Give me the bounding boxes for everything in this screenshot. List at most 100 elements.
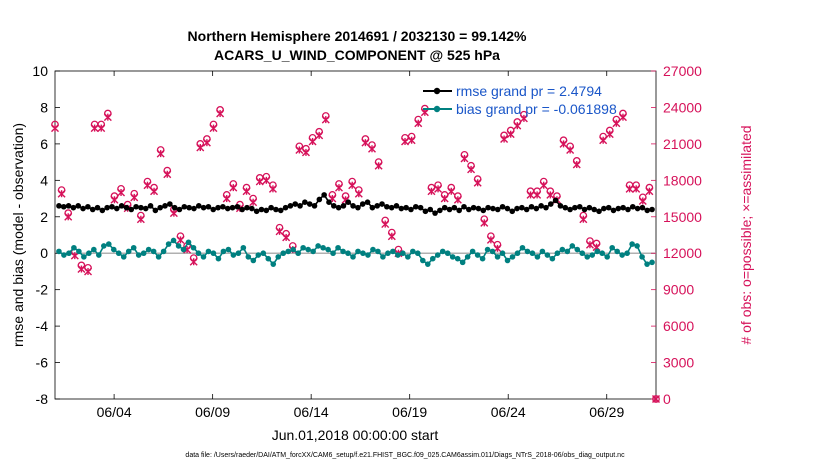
rmse-point (133, 203, 139, 210)
y-axis-label-left: rmse and bias (model - observation) (10, 123, 26, 347)
right-tick-label: 21000 (663, 136, 702, 152)
bias-point (270, 261, 277, 267)
rmse-point (634, 205, 641, 212)
bias-point (599, 250, 606, 257)
bias-point (300, 244, 306, 251)
rmse-point (94, 204, 101, 211)
rmse-point (586, 204, 593, 211)
obs-assimilated-marker (84, 267, 93, 276)
bias-point (315, 243, 321, 249)
bias-point (61, 252, 67, 258)
rmse-point (629, 203, 636, 210)
rmse-point (581, 206, 588, 213)
left-tick-label: 2 (40, 209, 48, 225)
obs-assimilated-marker (440, 194, 449, 203)
obs-assimilated-marker (189, 257, 198, 266)
bias-point (220, 248, 227, 255)
bias-point (554, 250, 561, 257)
rmse-point (229, 204, 236, 211)
obs-assimilated-marker (638, 196, 647, 205)
bias-point (295, 250, 301, 257)
obs-assimilated-marker (467, 165, 476, 174)
bias-point (305, 246, 311, 253)
rmse-point (114, 205, 120, 212)
bias-point (235, 250, 242, 257)
obs-assimilated-marker (249, 198, 258, 207)
bias-point (120, 254, 127, 260)
obs-assimilated-marker (546, 190, 555, 199)
obs-assimilated-marker (500, 135, 509, 144)
rmse-point (239, 206, 245, 213)
rmse-point (292, 201, 299, 207)
rmse-point (99, 207, 106, 214)
bias-point (81, 254, 87, 260)
bias-point (225, 246, 232, 253)
rmse-point (191, 205, 197, 212)
bias-point (215, 255, 222, 262)
bias-point (210, 250, 217, 257)
bias-point (644, 261, 650, 267)
legend-bias-marker (433, 105, 441, 113)
bias-point (370, 246, 376, 253)
rmse-point (176, 206, 183, 213)
rmse-point (287, 203, 294, 209)
rmse-point (147, 203, 154, 209)
bias-point (185, 239, 192, 246)
rmse-point (263, 207, 270, 214)
bias-point (629, 241, 635, 247)
plot-area (54, 70, 657, 400)
rmse-point (359, 201, 366, 207)
rmse-point (282, 204, 289, 211)
bias-point (434, 252, 441, 258)
bias-point (609, 244, 615, 251)
rmse-point (446, 206, 453, 213)
bias-point (489, 248, 496, 255)
rmse-point (398, 205, 405, 212)
right-tick-label: 27000 (663, 63, 702, 79)
bias-point (130, 244, 137, 251)
obs-assimilated-marker (51, 124, 59, 133)
rmse-point (331, 203, 337, 209)
x-tick-label: 06/19 (392, 404, 427, 420)
obs-assimilated-marker (533, 190, 542, 199)
bias-point (639, 254, 645, 260)
bias-point (145, 246, 152, 253)
bias-point (444, 250, 451, 257)
legend-rmse-marker (433, 87, 441, 95)
bias-point (614, 248, 620, 255)
obs-assimilated-marker (255, 177, 264, 186)
obs-assimilated-marker (506, 130, 515, 139)
bias-point (624, 250, 630, 257)
bias-point (579, 250, 586, 257)
x-tick-label: 06/04 (97, 404, 132, 420)
bias-point (325, 246, 331, 253)
rmse-point (326, 199, 332, 205)
obs-assimilated-marker (585, 240, 594, 249)
left-tick-label: -2 (36, 282, 49, 298)
rmse-point (509, 208, 516, 215)
rmse-point (557, 203, 564, 209)
bias-point (569, 243, 576, 249)
obs-assimilated-marker (169, 209, 178, 218)
bias-point (56, 248, 62, 255)
obs-assimilated-marker (599, 136, 608, 145)
obs-assimilated-marker (64, 212, 73, 221)
bias-point (115, 250, 122, 257)
rmse-point (60, 203, 67, 210)
obs-assimilated-marker (453, 195, 462, 204)
bias-point (195, 250, 202, 257)
right-axis-ticks: 0 3000 6000 9000 12000 15000 18000 21000 24000 27… (651, 63, 702, 407)
bias-point (634, 243, 640, 249)
obs-assimilated-marker (262, 176, 271, 185)
bias-point (400, 250, 406, 257)
rmse-point (562, 204, 569, 211)
left-tick-label: 4 (40, 172, 48, 188)
bias-point (419, 257, 426, 264)
bias-point (439, 248, 446, 255)
obs-assimilated-marker (361, 138, 370, 147)
rmse-point (104, 204, 110, 211)
rmse-point (171, 204, 178, 211)
obs-assimilated-marker (321, 115, 330, 124)
rmse-point (456, 207, 462, 214)
legend-rmse-label: rmse grand pr = 2.4794 (456, 83, 602, 99)
